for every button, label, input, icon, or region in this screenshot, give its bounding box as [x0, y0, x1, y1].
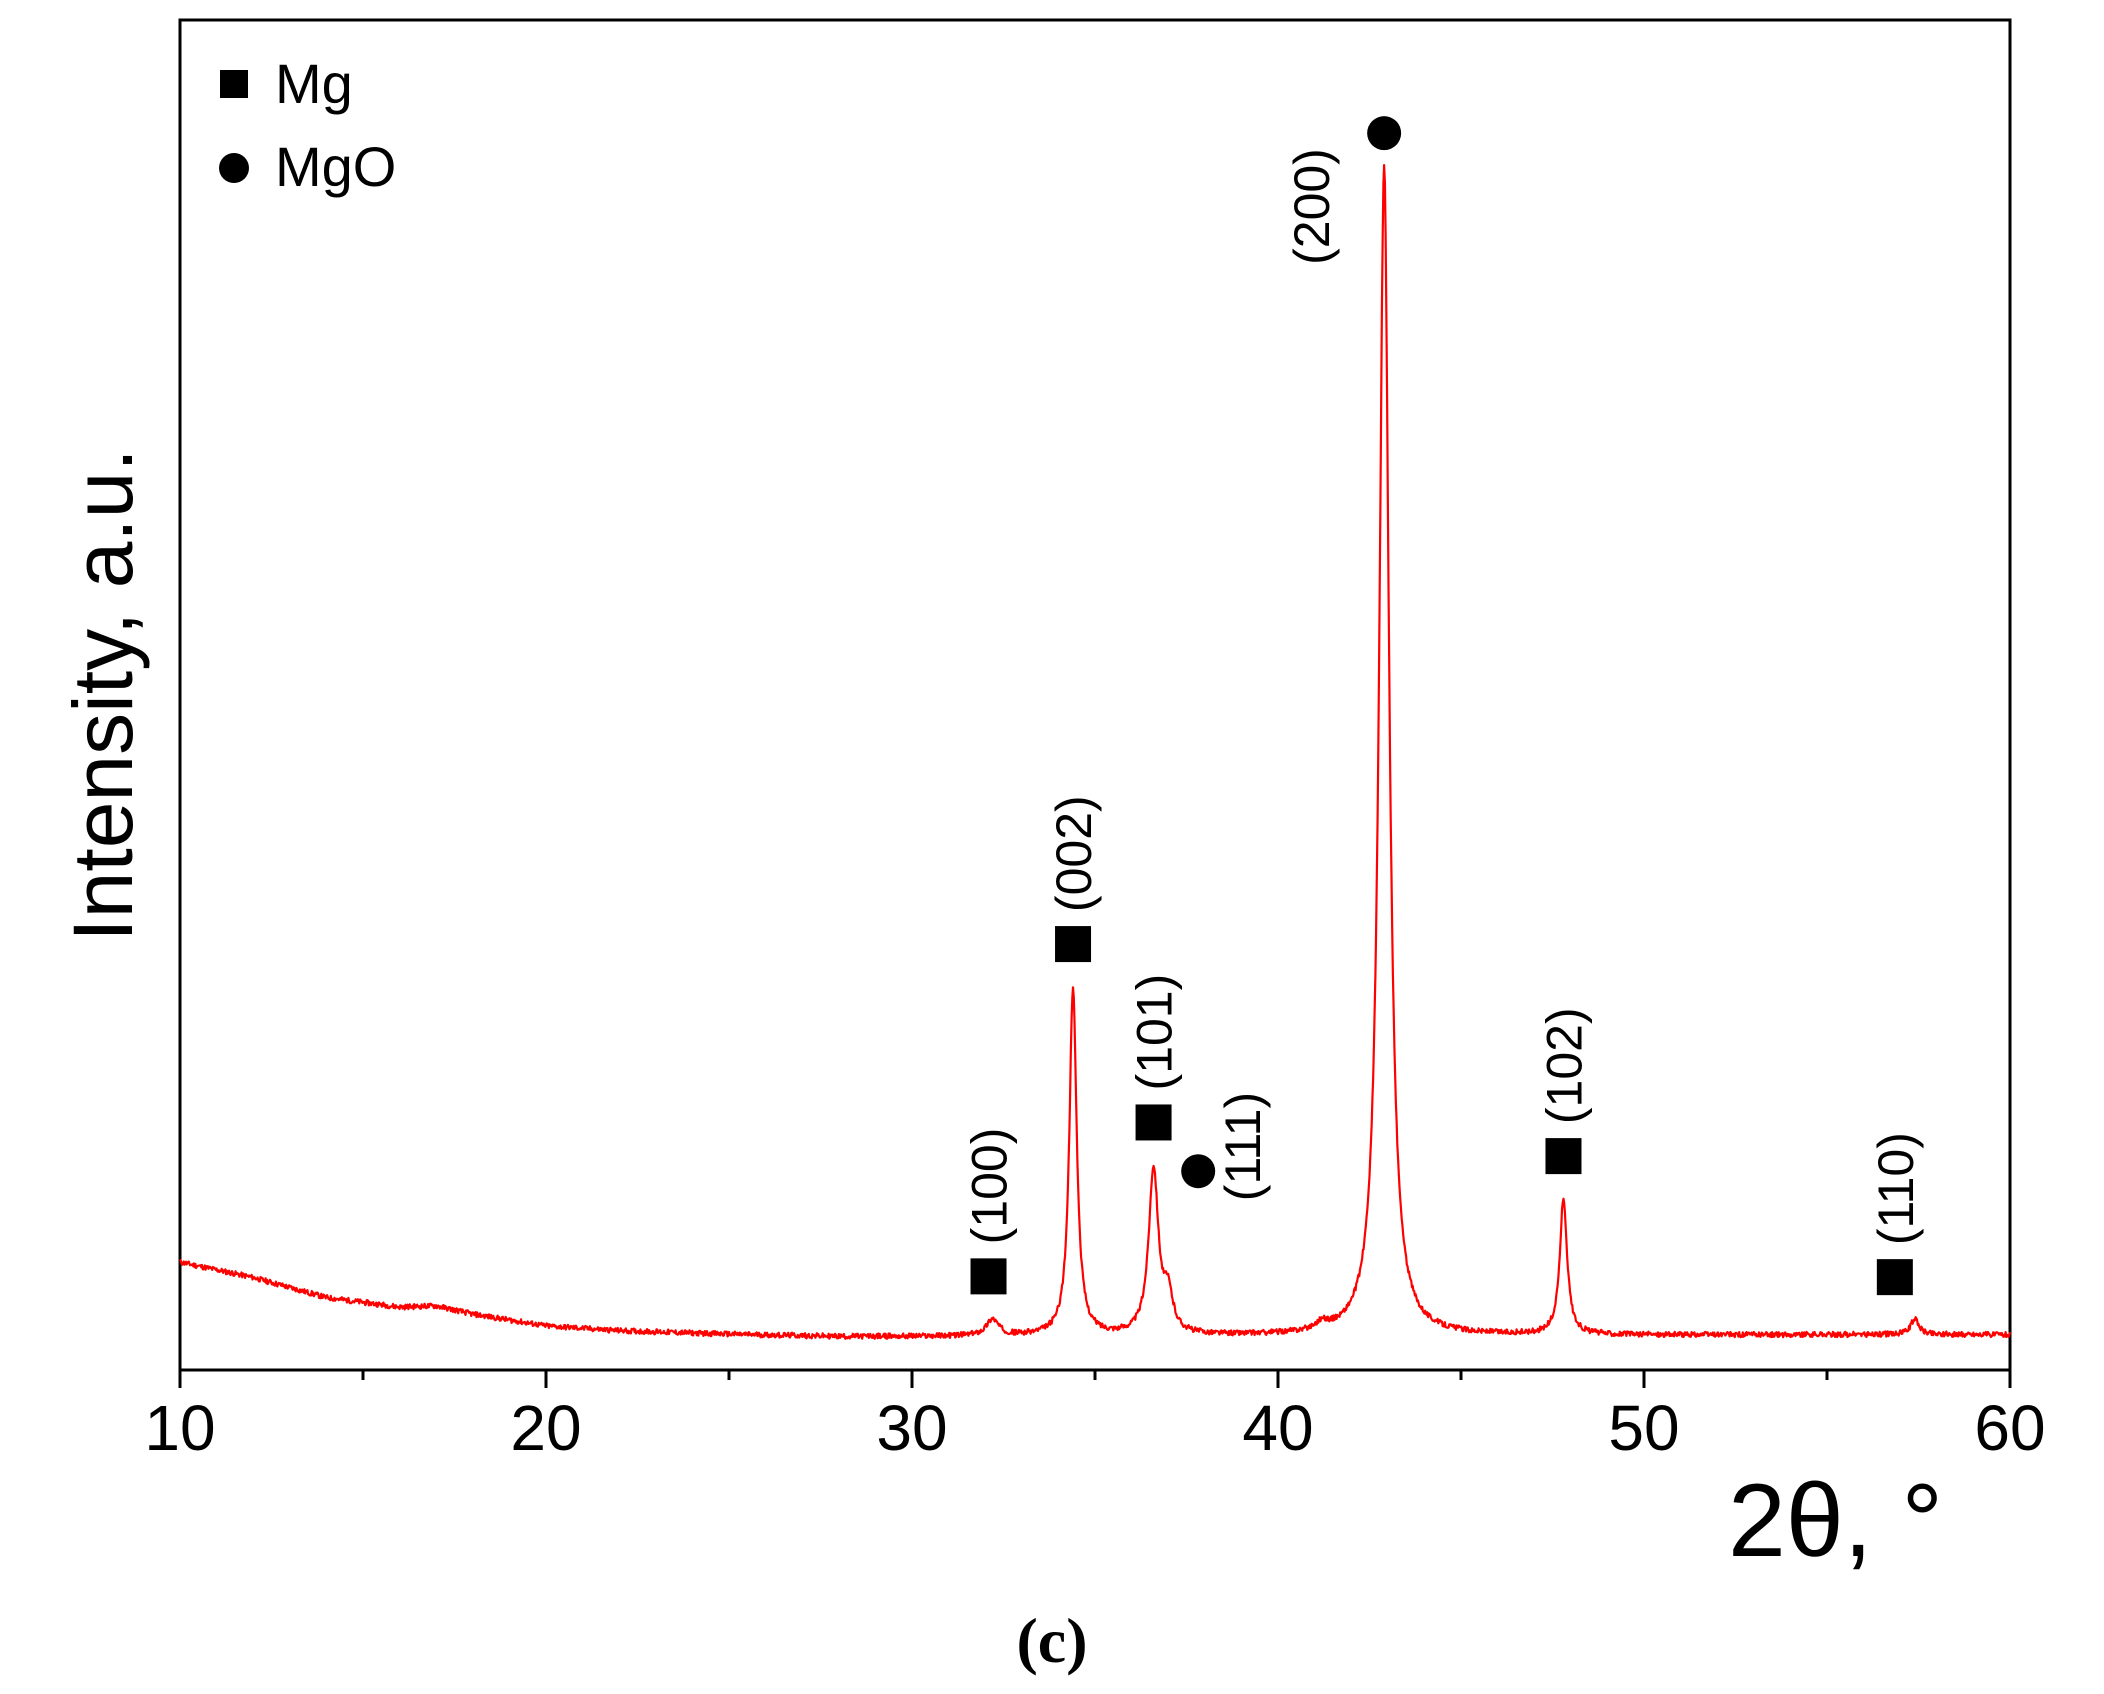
- legend-label-mg: Mg: [275, 52, 353, 115]
- plot-frame: [178, 18, 2012, 1372]
- x-tick-label: 10: [144, 1392, 215, 1464]
- x-tick-label: 30: [876, 1392, 947, 1464]
- legend: Mg MgO: [219, 52, 396, 198]
- x-tick-label: 20: [510, 1392, 581, 1464]
- legend-marker-mgo: [219, 153, 249, 183]
- x-tick-label: 40: [1242, 1392, 1313, 1464]
- hkl-label: (101): [1127, 974, 1183, 1091]
- x-tick-label: 60: [1974, 1392, 2045, 1464]
- mgo-phase-marker: [1181, 1154, 1216, 1189]
- hkl-label: (002): [1046, 795, 1102, 912]
- hkl-label: (200): [1284, 148, 1340, 265]
- mg-phase-marker: [970, 1258, 1007, 1295]
- legend-label-mgo: MgO: [275, 135, 396, 198]
- mg-phase-marker: [1135, 1104, 1172, 1141]
- mgo-phase-marker: [1367, 116, 1402, 151]
- legend-marker-mg: [220, 70, 248, 98]
- peak-annotations: (100) (002) (101) (111) (200) (102) (110): [962, 116, 1924, 1296]
- panel-label: (c): [1016, 1605, 1087, 1676]
- mg-phase-marker: [1545, 1138, 1582, 1175]
- hkl-label: (102): [1536, 1007, 1592, 1124]
- hkl-label: (111): [1215, 1092, 1271, 1201]
- x-axis-title: 2θ, °: [1728, 1463, 1943, 1579]
- mg-phase-marker: [1876, 1259, 1913, 1296]
- xrd-pattern-line: [179, 164, 2012, 1340]
- y-axis-title: Intensity, a.u.: [56, 448, 150, 941]
- hkl-label: (100): [962, 1128, 1018, 1245]
- x-axis-tick-labels: 10 20 30 40 50 60: [144, 1392, 2045, 1464]
- x-axis-ticks: [178, 1370, 2012, 1388]
- mg-phase-marker: [1055, 926, 1092, 963]
- x-tick-label: 50: [1608, 1392, 1679, 1464]
- hkl-label: (110): [1868, 1132, 1924, 1245]
